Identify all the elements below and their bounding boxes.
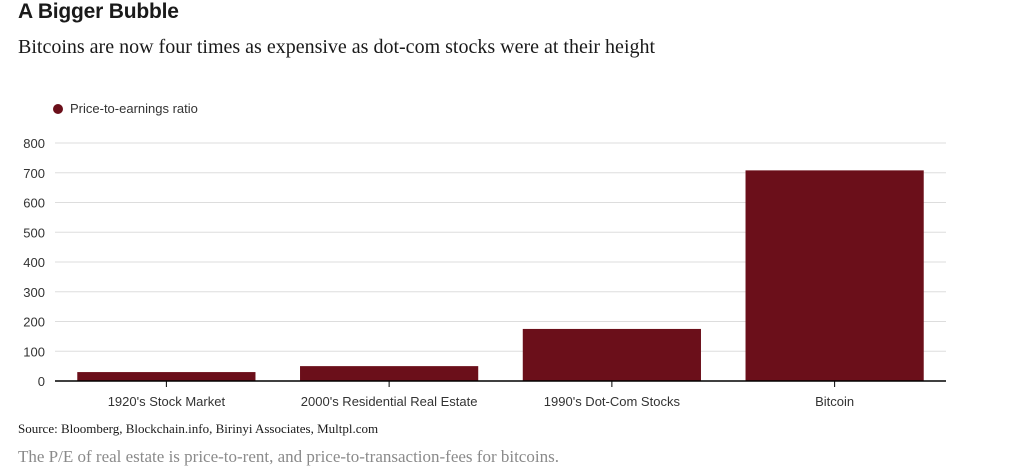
y-axis-labels: 0 100 200 300 400 500 600 700 800	[23, 136, 45, 389]
y-tick-label: 400	[23, 255, 45, 270]
x-tick-label: 1920's Stock Market	[108, 394, 226, 409]
y-tick-label: 200	[23, 315, 45, 330]
bar	[522, 328, 701, 381]
legend: Price-to-earnings ratio	[53, 101, 198, 116]
x-tick-label: 2000's Residential Real Estate	[301, 394, 478, 409]
chart-title: A Bigger Bubble	[18, 0, 179, 23]
x-axis-labels: 1920's Stock Market 2000's Residential Re…	[108, 394, 854, 409]
x-axis-ticks	[165, 381, 836, 387]
y-tick-label: 800	[23, 136, 45, 151]
bars	[77, 170, 924, 381]
y-tick-label: 0	[38, 374, 45, 389]
source-note: Source: Bloomberg, Blockchain.info, Biri…	[18, 421, 379, 436]
y-tick-label: 300	[23, 285, 45, 300]
y-tick-label: 600	[23, 196, 45, 211]
legend-label: Price-to-earnings ratio	[70, 101, 198, 116]
bar	[300, 366, 479, 381]
x-tick-label: 1990's Dot-Com Stocks	[544, 394, 681, 409]
y-tick-label: 700	[23, 166, 45, 181]
chart-subtitle: Bitcoins are now four times as expensive…	[18, 36, 656, 58]
x-tick-label: Bitcoin	[815, 394, 854, 409]
bar-chart: Price-to-earnings ratio 0 100 200 300 400 500…	[23, 101, 946, 409]
bar	[745, 170, 924, 381]
y-tick-label: 100	[23, 344, 45, 359]
footnote: The P/E of real estate is price-to-rent,…	[18, 447, 559, 466]
bar	[77, 372, 256, 381]
y-tick-label: 500	[23, 225, 45, 240]
legend-marker	[53, 104, 63, 114]
